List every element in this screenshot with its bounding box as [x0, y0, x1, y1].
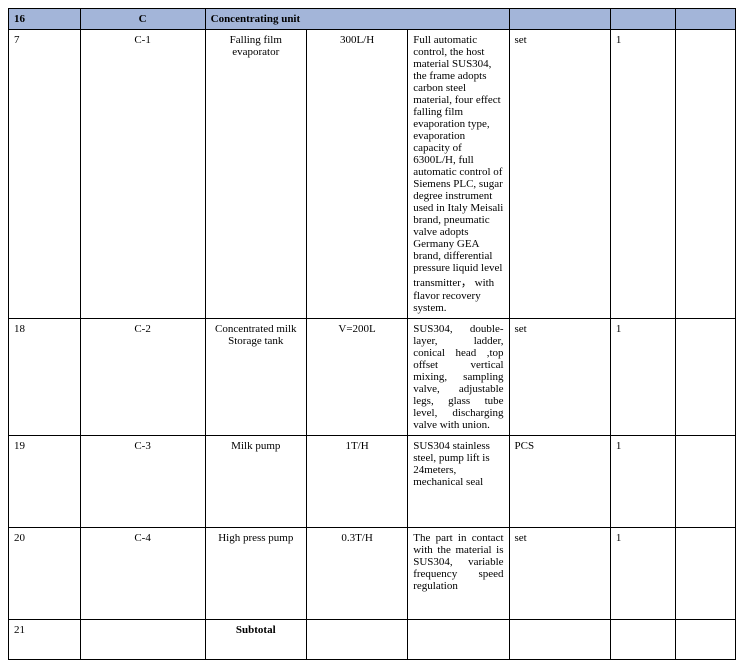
cell-desc: Full automatic control, the host materia…: [408, 30, 509, 319]
cell-name: Concentrated milk Storage tank: [205, 319, 306, 436]
subtotal-label: Subtotal: [205, 620, 306, 660]
cell-desc: SUS304, double-layer, ladder, conical he…: [408, 319, 509, 436]
cell-num: 20: [9, 528, 81, 620]
cell-extra: [676, 319, 736, 436]
cell-code: C-2: [80, 319, 205, 436]
cell-name: Falling film evaporator: [205, 30, 306, 319]
cell-name: Milk pump: [205, 436, 306, 528]
table-row: 7 C-1 Falling film evaporator 300L/H Ful…: [9, 30, 736, 319]
cell-spec: 300L/H: [306, 30, 407, 319]
cell-qty: 1: [610, 528, 676, 620]
table-row: 20 C-4 High press pump 0.3T/H The part i…: [9, 528, 736, 620]
cell-code: C-1: [80, 30, 205, 319]
subtotal-row: 21 Subtotal: [9, 620, 736, 660]
cell-desc: The part in contact with the material is…: [408, 528, 509, 620]
cell-qty: 1: [610, 436, 676, 528]
cell-extra: [676, 436, 736, 528]
cell-num: 18: [9, 319, 81, 436]
table-row: 18 C-2 Concentrated milk Storage tank V=…: [9, 319, 736, 436]
equipment-table: 16 C Concentrating unit 7 C-1 Falling fi…: [8, 8, 736, 660]
header-empty-extra: [676, 9, 736, 30]
cell-spec: V=200L: [306, 319, 407, 436]
cell-unit: set: [509, 30, 610, 319]
cell-num: 7: [9, 30, 81, 319]
table-row: 19 C-3 Milk pump 1T/H SUS304 stainless s…: [9, 436, 736, 528]
subtotal-qty: [610, 620, 676, 660]
header-num: 16: [9, 9, 81, 30]
cell-qty: 1: [610, 319, 676, 436]
cell-unit: PCS: [509, 436, 610, 528]
subtotal-num: 21: [9, 620, 81, 660]
header-empty-qty: [610, 9, 676, 30]
cell-extra: [676, 528, 736, 620]
cell-spec: 0.3T/H: [306, 528, 407, 620]
subtotal-unit: [509, 620, 610, 660]
subtotal-desc: [408, 620, 509, 660]
header-title: Concentrating unit: [205, 9, 509, 30]
header-empty-unit: [509, 9, 610, 30]
subtotal-code: [80, 620, 205, 660]
cell-unit: set: [509, 319, 610, 436]
subtotal-extra: [676, 620, 736, 660]
cell-extra: [676, 30, 736, 319]
cell-desc: SUS304 stainless steel, pump lift is 24m…: [408, 436, 509, 528]
cell-qty: 1: [610, 30, 676, 319]
subtotal-spec: [306, 620, 407, 660]
section-header-row: 16 C Concentrating unit: [9, 9, 736, 30]
cell-code: C-3: [80, 436, 205, 528]
cell-code: C-4: [80, 528, 205, 620]
cell-spec: 1T/H: [306, 436, 407, 528]
cell-unit: set: [509, 528, 610, 620]
header-code: C: [80, 9, 205, 30]
cell-num: 19: [9, 436, 81, 528]
cell-name: High press pump: [205, 528, 306, 620]
